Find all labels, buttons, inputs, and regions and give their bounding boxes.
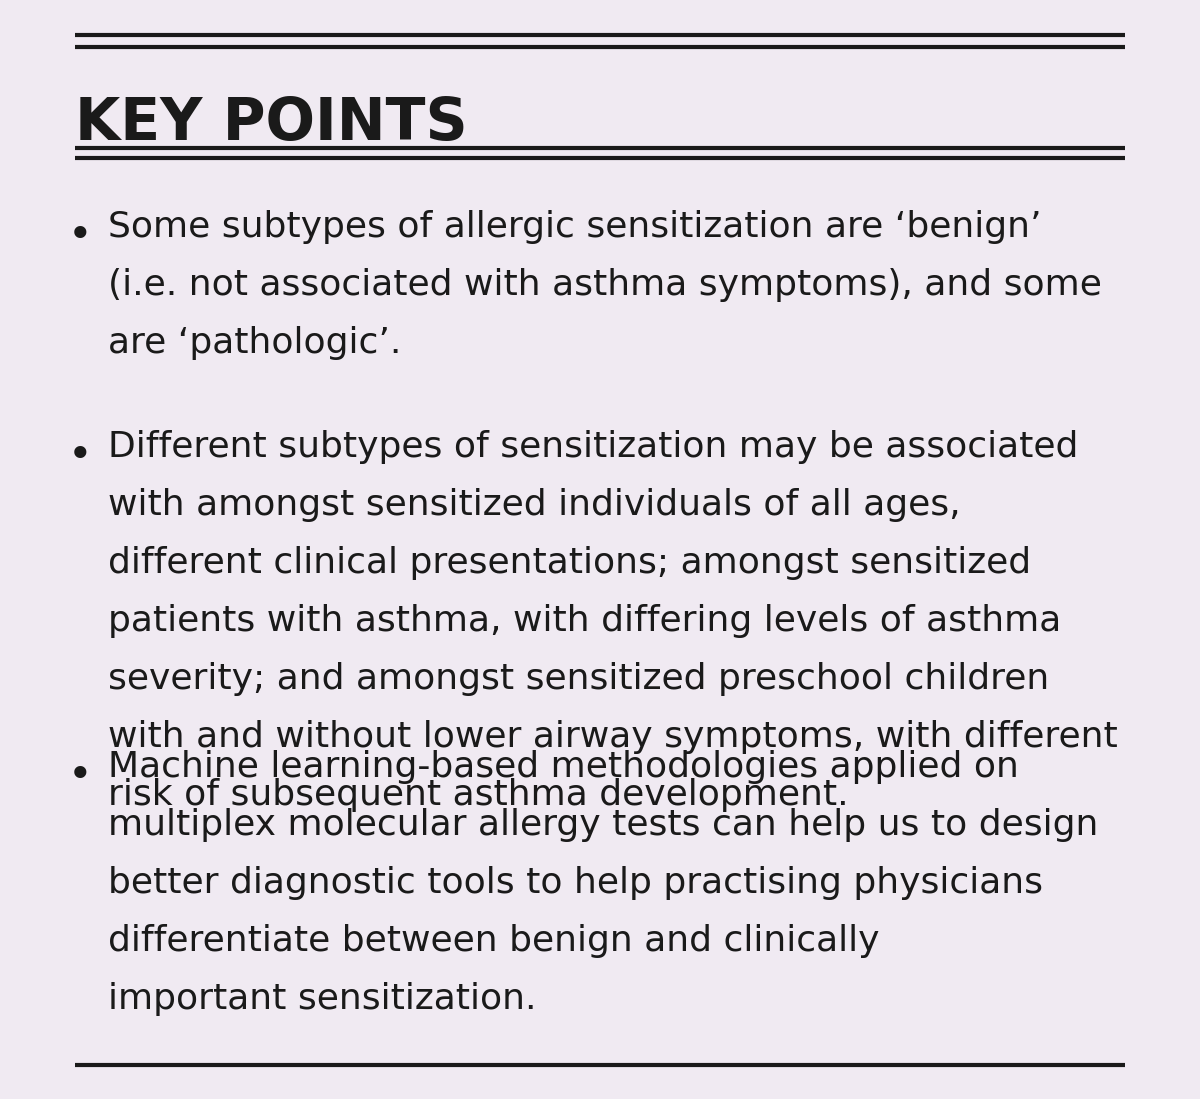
Text: KEY POINTS: KEY POINTS — [74, 95, 468, 152]
Text: important sensitization.: important sensitization. — [108, 983, 536, 1015]
Text: risk of subsequent asthma development.: risk of subsequent asthma development. — [108, 778, 848, 812]
Text: are ‘pathologic’.: are ‘pathologic’. — [108, 326, 401, 360]
Text: •: • — [68, 215, 92, 257]
Text: •: • — [68, 435, 92, 477]
Text: (i.e. not associated with asthma symptoms), and some: (i.e. not associated with asthma symptom… — [108, 268, 1102, 302]
Text: patients with asthma, with differing levels of asthma: patients with asthma, with differing lev… — [108, 604, 1061, 639]
Text: better diagnostic tools to help practising physicians: better diagnostic tools to help practisi… — [108, 866, 1043, 900]
Text: Some subtypes of allergic sensitization are ‘benign’: Some subtypes of allergic sensitization … — [108, 210, 1042, 244]
Text: multiplex molecular allergy tests can help us to design: multiplex molecular allergy tests can he… — [108, 808, 1098, 842]
Text: differentiate between benign and clinically: differentiate between benign and clinica… — [108, 924, 880, 958]
Text: Different subtypes of sensitization may be associated: Different subtypes of sensitization may … — [108, 430, 1079, 464]
Text: with and without lower airway symptoms, with different: with and without lower airway symptoms, … — [108, 720, 1117, 754]
Text: •: • — [68, 755, 92, 797]
Text: different clinical presentations; amongst sensitized: different clinical presentations; amongs… — [108, 546, 1031, 580]
Text: severity; and amongst sensitized preschool children: severity; and amongst sensitized prescho… — [108, 662, 1049, 696]
Text: with amongst sensitized individuals of all ages,: with amongst sensitized individuals of a… — [108, 488, 961, 522]
Text: Machine learning-based methodologies applied on: Machine learning-based methodologies app… — [108, 750, 1019, 784]
